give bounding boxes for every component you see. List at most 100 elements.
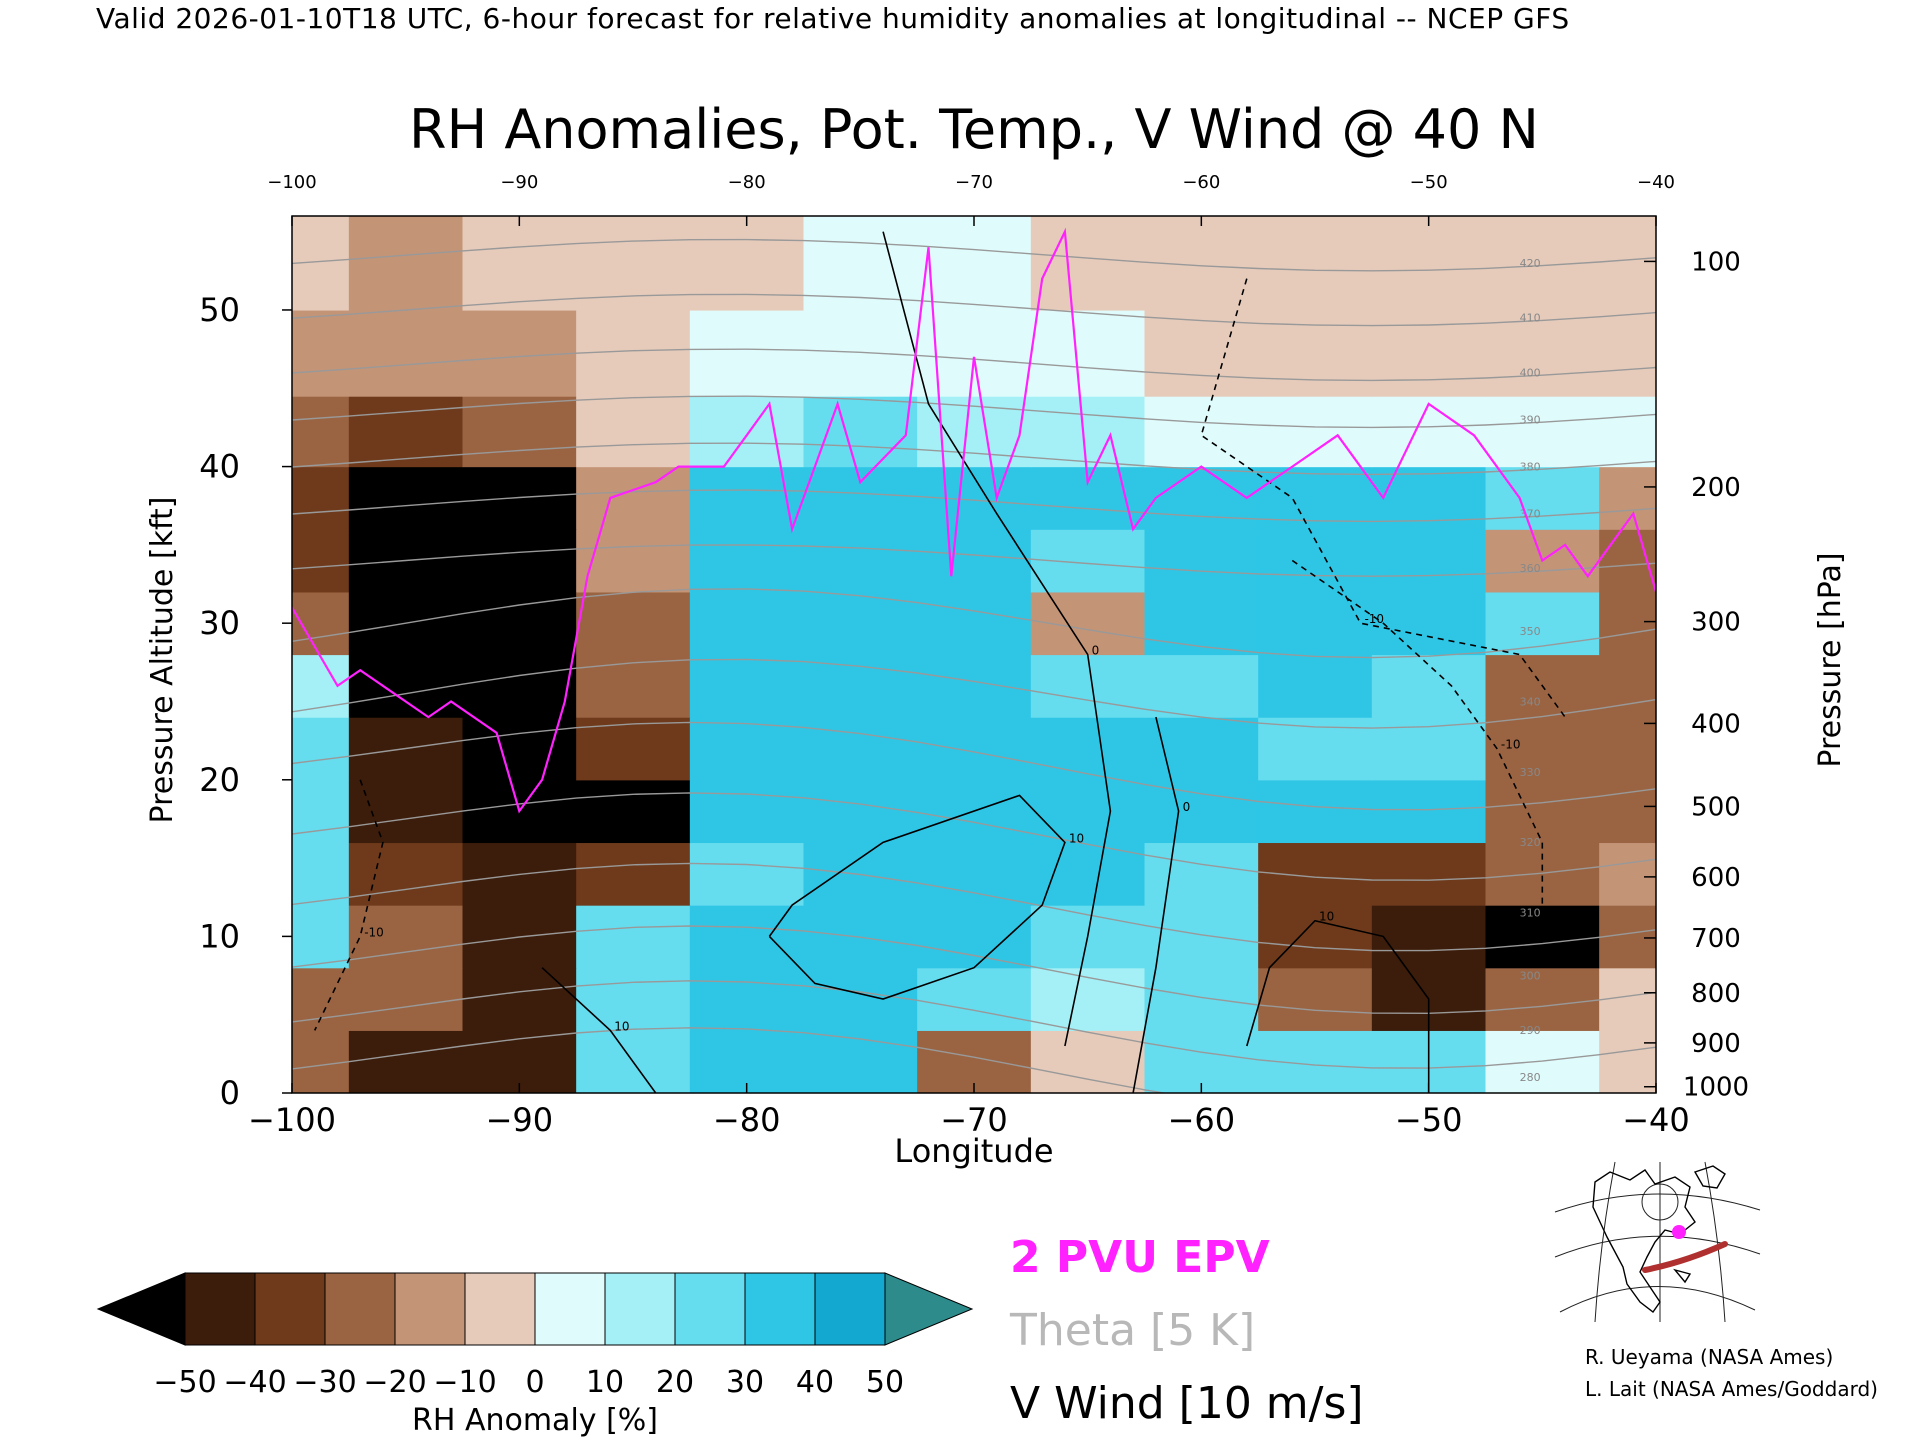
colorbar-segment <box>394 1272 466 1346</box>
heatmap-cell <box>803 1030 918 1093</box>
heatmap-cell <box>1144 466 1259 530</box>
heatmap-cell <box>689 1030 805 1093</box>
pressure-tick-label: 200 <box>1691 473 1741 503</box>
y-axis-left: 0 10 20 30 40 50 <box>199 291 292 1112</box>
chart-title: RH Anomalies, Pot. Temp., V Wind @ 40 N <box>409 98 1539 161</box>
theta-label: 340 <box>1520 695 1541 708</box>
v-wind-label: -10 <box>1501 737 1521 751</box>
heatmap-cell <box>1030 216 1146 311</box>
heatmap-cell <box>576 967 691 1031</box>
x-tick-label: −50 <box>1395 1101 1463 1139</box>
pressure-tick-label: 700 <box>1691 924 1741 954</box>
heatmap-cell <box>1371 529 1487 593</box>
heatmap-cell <box>803 216 918 311</box>
colorbar-tick-label: −20 <box>363 1365 426 1400</box>
epv-line <box>292 227 1656 814</box>
v-wind-contour <box>1200 278 1566 718</box>
pressure-tick-label: 600 <box>1691 863 1741 893</box>
heatmap-cell <box>292 905 350 969</box>
theta-label: 290 <box>1520 1024 1541 1037</box>
heatmap-cell <box>689 967 805 1031</box>
heatmap-cell <box>1371 216 1487 311</box>
heatmap-cell <box>689 591 805 656</box>
heatmap-cell <box>576 529 691 593</box>
heatmap-cell <box>348 396 464 468</box>
heatmap-cell <box>1599 466 1656 530</box>
credit-line-2: L. Lait (NASA Ames/Goddard) <box>1585 1377 1878 1401</box>
theta-label: 320 <box>1520 836 1541 849</box>
colorbar-segment <box>324 1272 396 1346</box>
y-tick-label: 10 <box>199 917 240 955</box>
y-tick-label: 20 <box>199 761 240 799</box>
heatmap-cell <box>1485 779 1600 844</box>
x-tick-label-top: −70 <box>955 172 993 193</box>
y-tick-label: 0 <box>220 1074 240 1112</box>
heatmap-cell <box>1371 654 1487 718</box>
theta-contour <box>292 442 1656 476</box>
colorbar-segment <box>604 1272 676 1346</box>
heatmap-cell <box>917 591 1032 656</box>
heatmap-cell <box>462 717 577 781</box>
heatmap-cell <box>689 309 805 397</box>
heatmap-cell <box>689 905 805 969</box>
colorbar-tick-label: 50 <box>866 1365 904 1400</box>
theta-label: 380 <box>1520 460 1541 473</box>
y-axis-label-left: Pressure Altitude [kft] <box>145 497 180 824</box>
heatmap-cell <box>917 216 1032 311</box>
heatmap-cell <box>1144 654 1259 718</box>
heatmap-cell <box>803 654 918 718</box>
heatmap-cell <box>462 529 577 593</box>
heatmap-cell <box>1144 591 1259 656</box>
pressure-tick-label: 800 <box>1691 979 1741 1009</box>
credit-line-1: R. Ueyama (NASA Ames) <box>1585 1345 1833 1369</box>
heatmap-cell <box>1258 309 1373 397</box>
v-wind-contour <box>1291 559 1544 937</box>
heatmap-cell <box>462 216 577 311</box>
theta-contour <box>292 721 1656 811</box>
v-wind-contours: 10 10 0 0 -10 -10 10 -10 <box>313 231 1566 1093</box>
heatmap-cell <box>1599 717 1656 781</box>
theta-label: 390 <box>1520 413 1541 426</box>
heatmap-cell <box>348 654 464 718</box>
heatmap-cell <box>1144 1030 1259 1093</box>
heatmap-cell <box>462 591 577 656</box>
heatmap-cell <box>1030 1030 1146 1093</box>
theta-contour <box>292 1027 1169 1093</box>
heatmap-cell <box>917 842 1032 906</box>
pressure-tick-label: 900 <box>1691 1029 1741 1059</box>
v-wind-label: -10 <box>364 925 384 939</box>
theta-label: 310 <box>1520 907 1541 920</box>
heatmap-cell <box>1371 591 1487 656</box>
heatmap-cell <box>348 1030 464 1093</box>
heatmap-cell <box>462 654 577 718</box>
x-tick-label: −80 <box>713 1101 781 1139</box>
heatmap-cell <box>576 591 691 656</box>
theta-contour <box>292 395 1656 429</box>
heatmap-cell <box>803 466 918 530</box>
heatmap-cell <box>1030 779 1146 844</box>
legend-epv: 2 PVU EPV <box>1010 1232 1270 1283</box>
v-wind-label: 0 <box>1092 644 1100 658</box>
theta-contour <box>292 238 1656 272</box>
colorbar-segment <box>464 1272 536 1346</box>
heatmap-cell <box>803 779 918 844</box>
x-axis-bottom: −100 −90 −80 −70 −60 −50 −40 <box>248 1083 1690 1139</box>
x-tick-label-top: −60 <box>1182 172 1220 193</box>
colorbar-segment <box>534 1272 606 1346</box>
theta-label: 350 <box>1520 625 1541 638</box>
y-axis-label-right: Pressure [hPa] <box>1813 552 1848 767</box>
colorbar-high-arrow <box>884 1272 974 1346</box>
theta-contour <box>292 862 1656 952</box>
colorbar-low-arrow <box>96 1272 186 1346</box>
heatmap-cell <box>803 529 918 593</box>
heatmap-cell <box>1485 591 1600 656</box>
heatmap-cell <box>803 309 918 397</box>
heatmap-cell <box>1485 905 1600 969</box>
colorbar-tick-label: −40 <box>223 1365 286 1400</box>
colorbar-tick-label: −10 <box>433 1365 496 1400</box>
pressure-tick-label: 400 <box>1691 709 1741 739</box>
heatmap-cell <box>1371 842 1487 906</box>
x-tick-label: −60 <box>1168 1101 1236 1139</box>
heatmap-cell <box>917 905 1032 969</box>
